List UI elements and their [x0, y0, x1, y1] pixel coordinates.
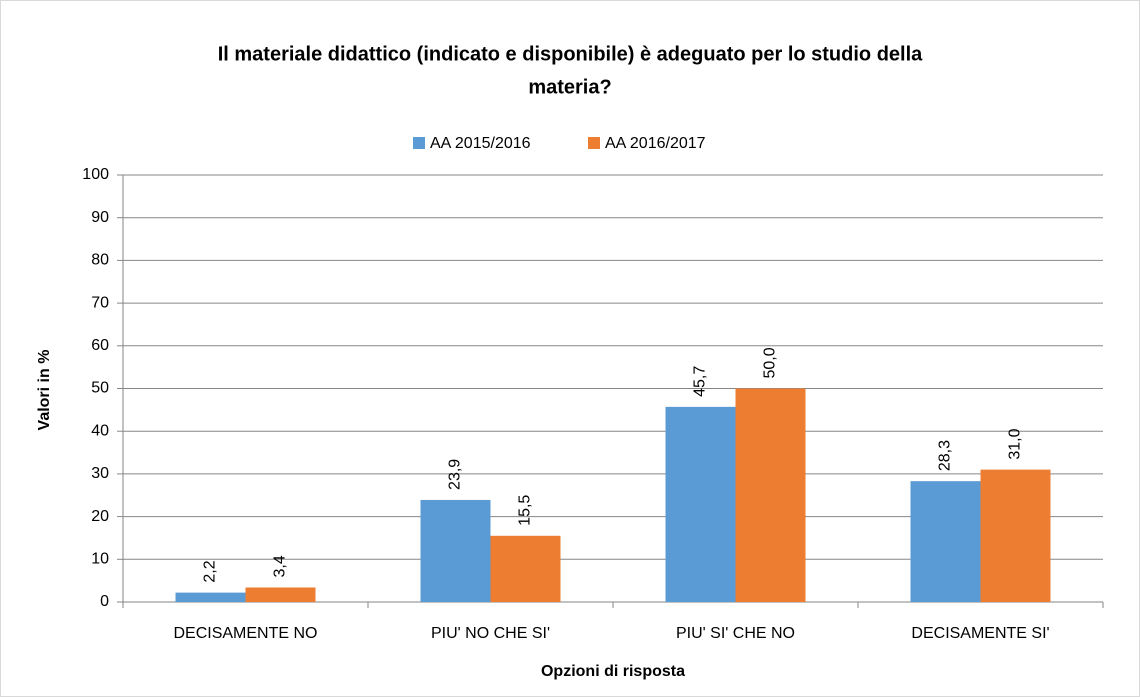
bar — [245, 587, 316, 602]
x-tick-label: PIU' SI' CHE NO — [676, 625, 795, 642]
legend-swatch — [588, 137, 600, 149]
bar — [490, 535, 561, 602]
y-tick-label: 30 — [91, 465, 109, 482]
y-tick-label: 50 — [91, 380, 109, 397]
value-label: 2,2 — [202, 560, 219, 582]
chart-title: Il materiale didattico (indicato e dispo… — [218, 43, 923, 65]
bar — [910, 481, 981, 602]
bar — [175, 592, 246, 602]
x-axis-label: Opzioni di risposta — [541, 663, 685, 680]
y-tick-label: 70 — [91, 294, 109, 311]
bar — [980, 469, 1051, 602]
value-label: 28,3 — [937, 440, 954, 471]
x-tick-label: DECISAMENTE SI' — [911, 625, 1049, 642]
legend-label: AA 2016/2017 — [605, 135, 706, 152]
legend-swatch — [413, 137, 425, 149]
y-tick-label: 100 — [82, 166, 109, 183]
value-label: 50,0 — [762, 347, 779, 378]
x-tick-label: DECISAMENTE NO — [173, 625, 317, 642]
y-tick-label: 60 — [91, 337, 109, 354]
x-tick-label: PIU' NO CHE SI' — [431, 625, 550, 642]
bar — [735, 388, 806, 602]
y-tick-label: 20 — [91, 508, 109, 525]
y-tick-label: 10 — [91, 551, 109, 568]
y-axis-label: Valori in % — [36, 350, 53, 431]
value-label: 3,4 — [272, 555, 289, 577]
y-tick-label: 0 — [100, 593, 109, 610]
value-label: 45,7 — [692, 366, 709, 397]
value-label: 15,5 — [517, 495, 534, 526]
bar — [420, 499, 491, 602]
y-tick-label: 80 — [91, 252, 109, 269]
chart-title: materia? — [528, 76, 611, 98]
value-label: 23,9 — [447, 459, 464, 490]
bar — [665, 406, 736, 602]
value-label: 31,0 — [1007, 428, 1024, 459]
y-tick-label: 40 — [91, 422, 109, 439]
y-tick-label: 90 — [91, 209, 109, 226]
legend-label: AA 2015/2016 — [430, 135, 531, 152]
